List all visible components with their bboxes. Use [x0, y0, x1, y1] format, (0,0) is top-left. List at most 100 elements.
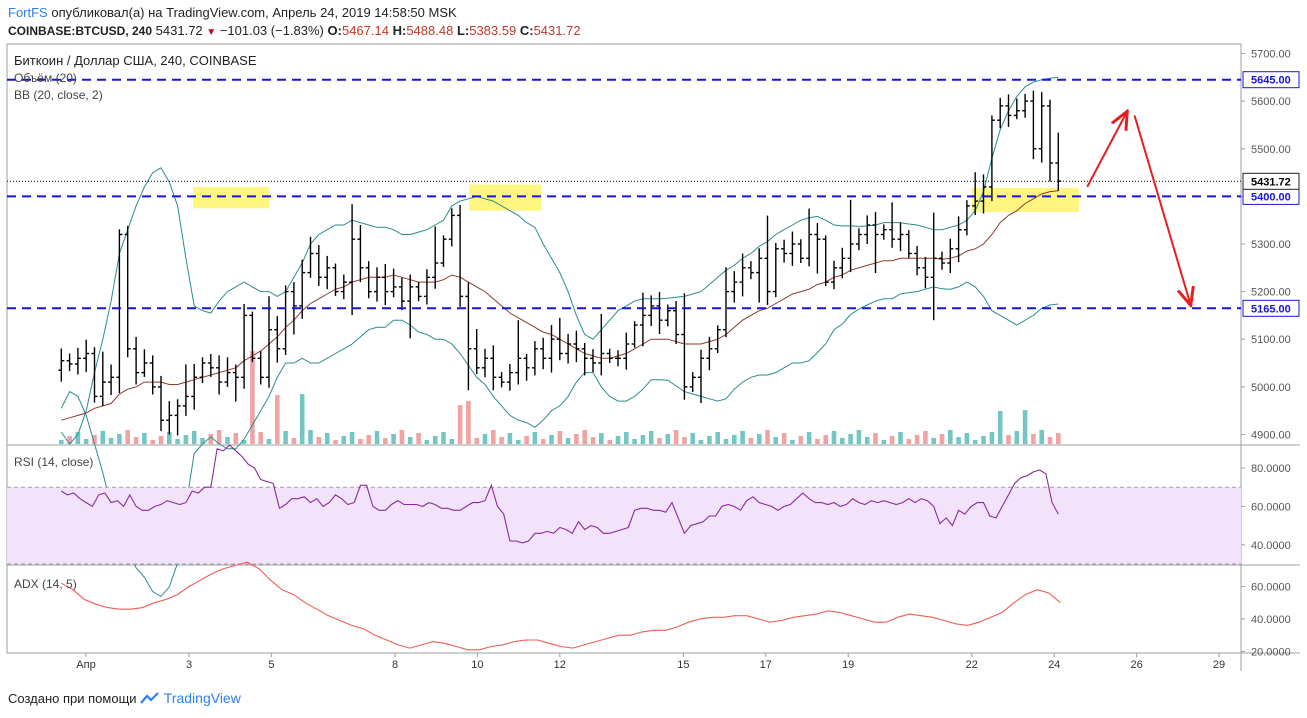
volume-bar [923, 431, 928, 444]
volume-bar [565, 438, 571, 444]
publish-line: FortFS опубликовал(а) на TradingView.com… [8, 4, 581, 22]
volume-bar [707, 436, 712, 444]
volume-bar [349, 432, 355, 444]
y-tick-label: 5500.00 [1251, 144, 1291, 156]
volume-bar [532, 432, 538, 444]
volume-bar [175, 439, 180, 444]
volume-bar [831, 431, 837, 444]
price-bars [58, 90, 1062, 436]
volume-bar [407, 437, 413, 444]
volume-bar [989, 432, 995, 444]
volume-bar [881, 440, 887, 444]
y-tick-label: 5600.00 [1251, 96, 1291, 108]
volume-bar [474, 438, 479, 444]
volume-bar [499, 437, 504, 444]
volume-bar [815, 439, 820, 444]
volume-bar [333, 440, 338, 444]
forecast-arrow [1133, 115, 1191, 303]
volume-bar [275, 395, 280, 444]
volume-bar [299, 394, 305, 444]
volume-bar [948, 430, 953, 444]
rsi-band [7, 487, 1241, 564]
level-price-label: 5645.00 [1251, 75, 1291, 87]
volume-bar [341, 436, 347, 444]
ohlc-line: COINBASE:BTCUSD, 240 5431.72 ▼ −101.03 (… [8, 22, 581, 42]
volume-bar [117, 434, 122, 444]
volume-bar [781, 433, 787, 444]
bb-indicator-label: BB (20, close, 2) [14, 88, 103, 102]
volume-bar [599, 433, 604, 444]
volume-bar [665, 434, 671, 444]
adx-tick-label: 60.0000 [1251, 582, 1291, 594]
volume-bar [108, 438, 114, 444]
level-price-box [1242, 299, 1300, 317]
volume-bar [457, 405, 463, 444]
volume-bar [840, 438, 845, 444]
y-tick-label: 5700.00 [1251, 49, 1291, 61]
price-change: −101.03 (−1.83%) [219, 23, 324, 38]
rsi-tick-label: 80.0000 [1251, 463, 1291, 475]
volume-bar [549, 435, 554, 444]
rsi-tick-label: 40.0000 [1251, 540, 1291, 552]
volume-bar [416, 433, 421, 444]
highlight-zone [193, 186, 270, 209]
volume-bar [291, 438, 297, 444]
volume-bar [59, 440, 64, 444]
tradingview-brand[interactable]: TradingView [163, 690, 241, 706]
level-price-label: 5165.00 [1251, 303, 1291, 315]
volume-bar [391, 434, 396, 444]
volume-bar [657, 438, 662, 444]
close-label: C: [519, 23, 534, 38]
x-tick-label: 19 [842, 659, 854, 671]
volume-bar [482, 434, 488, 444]
volume-bar [191, 431, 197, 444]
volume-bar [142, 433, 147, 444]
volume-bar [848, 434, 853, 444]
down-triangle-icon: ▼ [206, 27, 217, 38]
volume-bar [906, 439, 912, 444]
volume-bar [632, 439, 637, 444]
volume-bar [524, 436, 529, 444]
volume-bar [540, 439, 546, 444]
volume-bar [308, 430, 313, 444]
tradingview-logo-icon [140, 691, 164, 706]
volume-bar [557, 431, 563, 444]
volume-bar [449, 439, 455, 444]
volume-bar [964, 433, 970, 444]
volume-bar [358, 439, 363, 444]
adx-title: ADX (14, 5) [14, 577, 77, 591]
volume-bar [92, 435, 97, 444]
volume-bar [615, 436, 621, 444]
x-tick-label: 5 [268, 659, 274, 671]
volume-bar [399, 430, 405, 444]
chart-canvas[interactable]: Биткоин / Доллар США, 240, COINBASE Объём… [0, 40, 1307, 684]
low-label: L: [456, 23, 470, 38]
volume-bar [690, 433, 695, 444]
forecast-arrow [1086, 113, 1126, 188]
author-link[interactable]: FortFS [8, 5, 48, 20]
level-price-label: 5400.00 [1251, 191, 1291, 203]
open-value: 5467.14 [341, 23, 389, 38]
volume-bar [250, 351, 255, 444]
volume-bar [931, 438, 936, 444]
volume-bar [366, 435, 371, 444]
volume-bar [773, 437, 779, 444]
volume-bar [873, 433, 878, 444]
x-tick-label: 3 [186, 659, 192, 671]
x-tick-label: 29 [1213, 659, 1225, 671]
volume-bar [150, 440, 155, 444]
volume-bar [648, 431, 654, 444]
volume-bar [424, 440, 430, 444]
volume-bar [889, 436, 895, 444]
last-price-box [1242, 172, 1300, 190]
volume-bar [233, 433, 239, 444]
x-tick-label: 26 [1130, 659, 1142, 671]
x-tick-label: 17 [760, 659, 772, 671]
volume-bar [125, 430, 130, 444]
volume-bar [790, 440, 795, 444]
volume-bar [582, 430, 587, 444]
volume-bar [682, 437, 687, 444]
volume-bar [765, 430, 770, 444]
volume-bar [208, 434, 214, 444]
volume-bar [67, 436, 72, 444]
